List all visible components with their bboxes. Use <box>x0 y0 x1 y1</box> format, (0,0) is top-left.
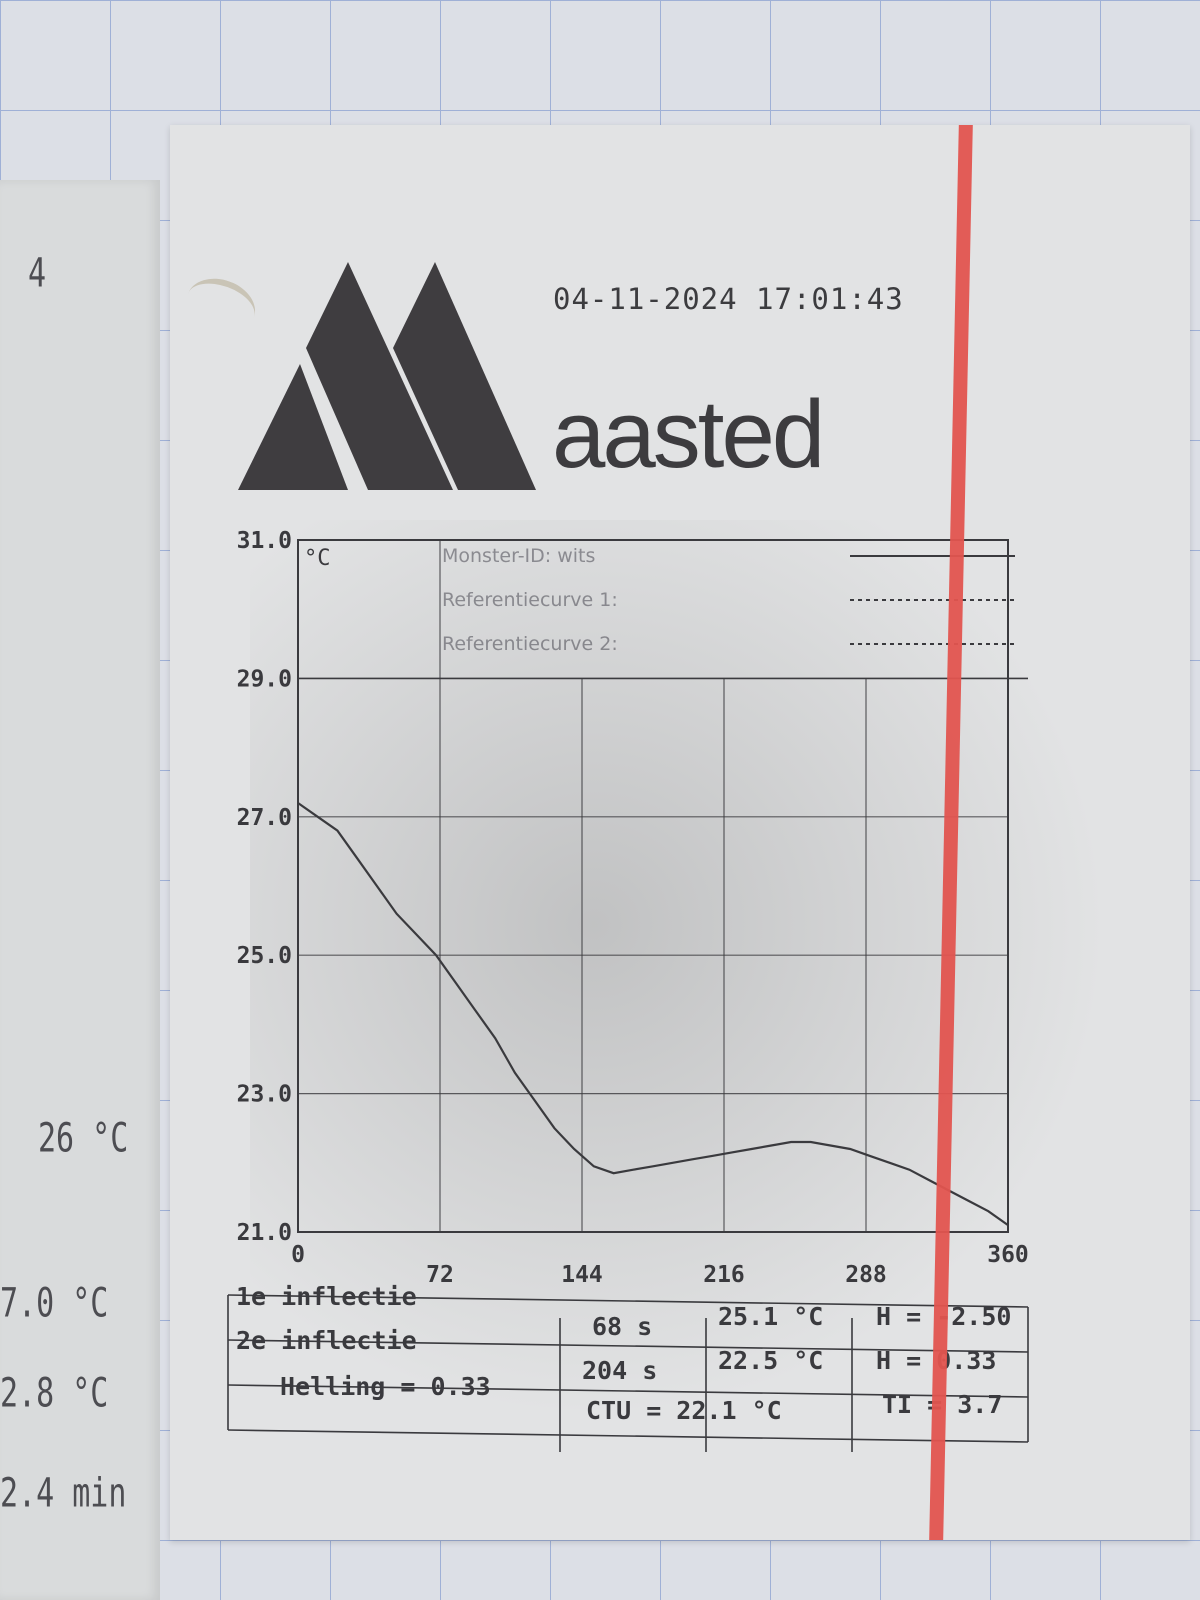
legend-label-1: Referentiecurve 1: <box>442 589 618 611</box>
table-hline-3 <box>227 1429 1029 1443</box>
y-unit-label: °C <box>304 546 331 571</box>
left-receipt-strip: 4 26 °C 7.0 °C 2.8 °C 2.4 min <box>0 180 160 1600</box>
results-table <box>227 1294 1029 1452</box>
legend-label-2: Referentiecurve 2: <box>442 633 618 655</box>
aasted-mountains-logo <box>238 262 536 490</box>
x-tick-labels: 0 72 144 216 288 360 <box>291 1242 1029 1288</box>
row-time-3: 204 s <box>582 1356 658 1385</box>
table-hline-1 <box>227 1339 1029 1353</box>
y-tick-4: 29.0 <box>237 666 292 692</box>
row-label-2: 2e inflectie <box>236 1326 417 1355</box>
x-tick-2: 144 <box>561 1262 603 1288</box>
ctu-value: CTU = 22.1 °C <box>586 1396 782 1425</box>
x-tick-0: 0 <box>291 1242 305 1268</box>
table-hline-2 <box>227 1384 1029 1398</box>
left-strip-line-5: 2.4 min <box>0 1470 127 1518</box>
chart-grid <box>298 540 1028 1232</box>
left-strip-line-1: 4 <box>28 250 47 298</box>
table-hline-0 <box>227 1294 1029 1308</box>
left-strip-line-3: 7.0 °C <box>0 1280 109 1328</box>
y-tick-1: 23.0 <box>237 1082 292 1108</box>
series-line-0 <box>297 802 1009 1226</box>
chart-axes <box>297 539 1009 1233</box>
y-tick-3: 27.0 <box>237 805 292 831</box>
row-time-2: 68 s <box>592 1312 653 1341</box>
row-temp-3: 22.5 °C <box>718 1346 824 1375</box>
left-strip-line-4: 2.8 °C <box>0 1370 109 1418</box>
x-tick-1: 72 <box>426 1262 454 1288</box>
chart-legend: Monster-ID: wits Referentiecurve 1: Refere… <box>442 545 1015 655</box>
left-strip-line-2: 26 °C <box>38 1115 129 1163</box>
row-label-1: 1e inflectie <box>236 1282 417 1311</box>
y-tick-labels: 21.0 23.0 25.0 27.0 29.0 31.0 <box>237 528 292 1246</box>
y-tick-0: 21.0 <box>237 1220 292 1246</box>
legend-label-0: Monster-ID: wits <box>442 545 595 567</box>
y-tick-2: 25.0 <box>237 943 292 969</box>
x-tick-5: 360 <box>987 1242 1029 1268</box>
chart-series <box>297 802 1009 1226</box>
x-tick-3: 216 <box>703 1262 745 1288</box>
brand-wordmark: aasted <box>552 381 825 488</box>
plot-frame <box>297 539 1009 1233</box>
print-timestamp: 04-11-2024 17:01:43 <box>553 282 904 316</box>
y-tick-5: 31.0 <box>237 528 292 554</box>
x-tick-4: 288 <box>845 1262 887 1288</box>
row-label-3: Helling = 0.33 <box>280 1372 491 1401</box>
row-temp-2: 25.1 °C <box>718 1302 824 1331</box>
